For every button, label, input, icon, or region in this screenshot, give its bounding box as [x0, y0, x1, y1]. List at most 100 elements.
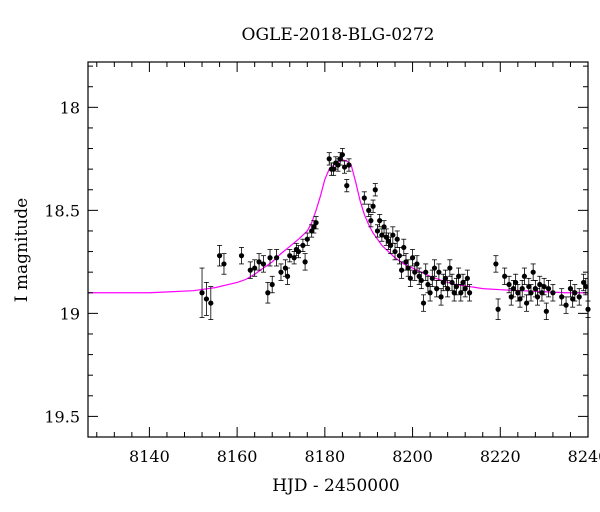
data-point — [429, 275, 435, 281]
y-tick-label: 18.5 — [44, 201, 80, 220]
data-point — [396, 253, 403, 259]
data-point — [416, 273, 422, 279]
data-point — [252, 265, 258, 271]
data-point — [398, 267, 405, 273]
data-point — [543, 308, 549, 314]
data-point — [418, 277, 424, 284]
data-point — [567, 286, 574, 292]
data-point — [436, 269, 442, 275]
data-point — [388, 242, 394, 248]
data-point — [326, 156, 332, 162]
data-point — [379, 232, 385, 238]
data-point — [390, 232, 396, 238]
data-point — [344, 183, 350, 189]
data-point — [403, 259, 409, 265]
data-point — [528, 290, 534, 296]
data-point — [523, 300, 530, 306]
y-tick-label: 18 — [60, 98, 80, 117]
data-point — [405, 265, 411, 271]
data-point — [539, 290, 545, 296]
data-point — [221, 261, 227, 267]
data-point — [300, 242, 306, 248]
data-point — [199, 290, 205, 296]
model-layer — [88, 159, 588, 294]
data-point — [526, 283, 532, 290]
data-point — [495, 306, 501, 312]
data-point — [383, 234, 389, 240]
y-tick-label: 19.5 — [44, 407, 80, 426]
data-point — [238, 253, 245, 259]
data-point — [267, 255, 273, 261]
data-point — [366, 207, 372, 213]
data-point — [256, 259, 262, 265]
data-point — [372, 187, 378, 193]
axes-layer: 8140 8160 8180 8200 8220 8240 18 18.5 19 19.5 — [44, 61, 600, 466]
data-point — [550, 290, 556, 296]
data-point — [583, 283, 589, 290]
data-points-layer — [199, 148, 591, 320]
data-point — [304, 236, 310, 242]
data-point — [374, 228, 381, 234]
data-point — [515, 290, 521, 296]
data-point — [265, 290, 271, 296]
data-point — [337, 156, 343, 162]
data-point — [346, 162, 352, 168]
data-point — [392, 248, 398, 255]
data-point — [541, 283, 547, 290]
plot-frame — [87, 61, 589, 438]
y-axis-label: I magnitude — [12, 198, 32, 302]
x-tick-label: 8200 — [392, 447, 433, 466]
data-point — [453, 283, 460, 290]
data-point — [370, 203, 376, 209]
data-point — [208, 300, 214, 306]
data-point — [442, 275, 449, 281]
data-point — [434, 286, 440, 292]
x-tick-label: 8180 — [304, 447, 345, 466]
data-point — [431, 265, 438, 271]
data-point — [269, 281, 275, 288]
data-point — [278, 269, 284, 275]
data-point — [302, 259, 308, 265]
model-curve — [88, 159, 588, 294]
data-point — [493, 261, 499, 267]
data-point — [427, 290, 433, 296]
data-point — [284, 273, 291, 279]
data-point — [368, 218, 374, 224]
data-point — [576, 294, 582, 300]
data-point — [440, 279, 446, 286]
data-point — [451, 290, 457, 296]
data-point — [291, 255, 297, 261]
data-point — [466, 290, 473, 296]
data-point — [309, 228, 315, 234]
chart-title: OGLE-2018-BLG-0272 — [242, 25, 435, 45]
data-point — [313, 220, 319, 226]
data-point — [394, 236, 400, 242]
data-point — [449, 279, 455, 286]
data-point — [559, 294, 565, 300]
data-point — [545, 286, 552, 292]
data-point — [311, 224, 317, 230]
data-point — [377, 218, 383, 224]
data-point — [438, 294, 444, 300]
x-axis-label: HJD - 2450000 — [272, 476, 400, 496]
data-point — [464, 275, 470, 281]
x-tick-label: 8220 — [480, 447, 521, 466]
data-point — [273, 255, 280, 261]
data-point — [420, 300, 427, 306]
data-point — [287, 253, 293, 259]
data-point — [295, 248, 302, 255]
data-point — [401, 244, 407, 251]
data-point — [513, 279, 519, 286]
data-point — [462, 286, 468, 292]
x-tick-label: 8140 — [129, 447, 170, 466]
data-point — [570, 296, 576, 302]
data-point — [216, 253, 223, 259]
data-point — [563, 302, 569, 308]
data-point — [581, 279, 587, 286]
data-point — [409, 255, 416, 261]
data-point — [260, 261, 267, 267]
data-point — [247, 267, 253, 273]
data-point — [572, 290, 578, 296]
data-point — [506, 281, 512, 288]
data-point — [381, 224, 387, 230]
